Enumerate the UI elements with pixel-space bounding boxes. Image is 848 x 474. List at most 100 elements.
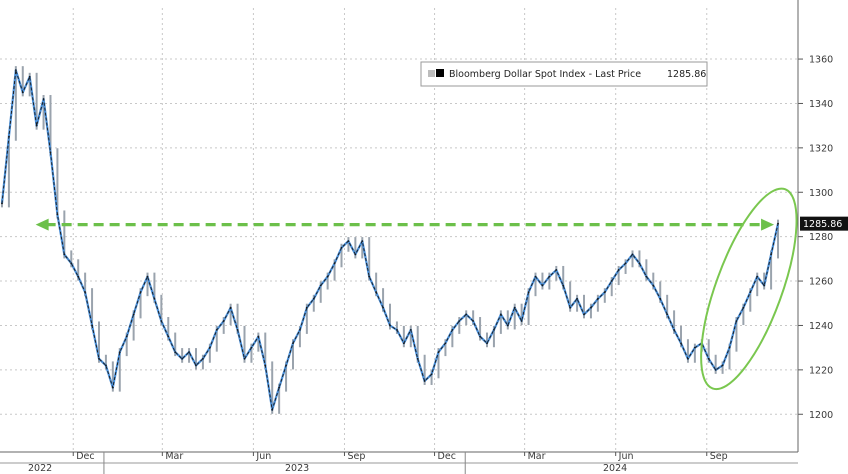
data-point — [389, 324, 391, 327]
data-point — [721, 364, 724, 367]
data-point — [430, 373, 433, 376]
data-point — [624, 262, 627, 265]
data-point — [202, 357, 204, 360]
data-point — [105, 364, 107, 367]
x-tick-label: Sep — [347, 451, 365, 462]
data-point — [402, 342, 405, 345]
data-point — [673, 329, 675, 331]
x-tick-label: Mar — [165, 451, 183, 462]
data-point — [569, 306, 572, 309]
data-point — [576, 297, 578, 300]
data-point — [527, 291, 530, 294]
legend-value: 1285.86 — [667, 69, 706, 80]
data-point — [548, 275, 551, 278]
data-point — [160, 320, 163, 322]
data-point — [562, 284, 565, 287]
data-point — [680, 342, 682, 345]
y-axis: 1200 1220 1240 1260 1280 1300 1320 1340 1360 — [797, 0, 833, 452]
data-point — [610, 280, 613, 282]
data-point — [777, 222, 779, 225]
data-point — [49, 151, 52, 154]
last-price-label: 1285.86 — [803, 219, 842, 230]
y-tick-label: 1320 — [809, 143, 833, 154]
x-tick-label: Sep — [710, 451, 728, 462]
data-point — [250, 346, 253, 349]
legend-box — [420, 61, 708, 87]
data-point — [513, 306, 516, 309]
data-point — [534, 275, 537, 278]
data-point — [236, 329, 239, 331]
data-point — [416, 357, 419, 360]
data-point — [174, 351, 177, 353]
data-point — [319, 284, 322, 287]
data-point — [396, 329, 398, 331]
annotations: 1285.86 — [35, 187, 848, 391]
data-point — [21, 91, 24, 94]
y-tick-label: 1220 — [809, 365, 833, 376]
last-price-tag — [800, 216, 848, 231]
data-point — [368, 275, 371, 278]
data-point — [555, 269, 558, 271]
y-tick-label: 1260 — [809, 277, 833, 288]
data-point — [603, 291, 606, 294]
data-point — [264, 364, 267, 367]
data-point — [56, 213, 59, 216]
data-point — [208, 346, 211, 349]
data-point — [493, 329, 495, 331]
data-point — [188, 351, 190, 353]
data-point — [437, 351, 440, 353]
data-point — [409, 329, 412, 331]
y-tick-label: 1200 — [809, 410, 833, 421]
data-point — [8, 135, 10, 138]
data-point — [375, 291, 378, 294]
data-point — [770, 253, 772, 256]
y-tick-label: 1360 — [809, 55, 833, 66]
data-point — [340, 246, 343, 249]
data-point — [42, 98, 45, 100]
data-point — [486, 342, 488, 345]
level-arrow-head-right — [761, 218, 775, 231]
x-tick-label: Dec — [76, 451, 94, 462]
data-point — [305, 306, 308, 309]
data-point — [181, 357, 184, 360]
data-point — [292, 342, 294, 345]
data-point — [728, 346, 731, 349]
data-point — [111, 386, 114, 389]
data-point — [14, 69, 17, 72]
data-point — [1, 202, 3, 205]
data-point — [652, 284, 655, 287]
legend-swatch-range — [428, 70, 435, 77]
data-point — [257, 335, 260, 338]
data-point — [707, 357, 710, 360]
data-point — [465, 313, 468, 316]
legend-label: Bloomberg Dollar Spot Index - Last Price — [449, 69, 641, 80]
highlight-ellipse — [700, 187, 798, 391]
x-year-label: 2024 — [603, 463, 627, 474]
data-point — [631, 253, 634, 256]
x-year-label: 2022 — [28, 463, 52, 474]
data-point — [229, 306, 232, 309]
x-tick-label: Jun — [618, 451, 634, 462]
data-point — [361, 240, 364, 243]
data-point — [354, 253, 357, 256]
data-point — [84, 291, 87, 294]
data-point — [278, 386, 281, 389]
data-point — [195, 364, 197, 367]
grid — [0, 8, 798, 452]
data-point — [541, 284, 544, 287]
data-point — [451, 329, 454, 331]
data-point — [756, 275, 759, 278]
data-point — [326, 275, 329, 278]
y-tick-label: 1340 — [809, 99, 833, 110]
data-point — [299, 329, 301, 331]
data-point — [333, 262, 336, 265]
data-point — [645, 275, 648, 278]
data-point — [125, 335, 128, 338]
data-point — [596, 297, 599, 300]
legend-swatch-series — [436, 69, 444, 77]
data-point — [506, 324, 509, 327]
data-point — [583, 313, 585, 316]
y-tick-label: 1300 — [809, 188, 833, 199]
data-point — [479, 335, 481, 338]
data-point — [458, 320, 461, 322]
